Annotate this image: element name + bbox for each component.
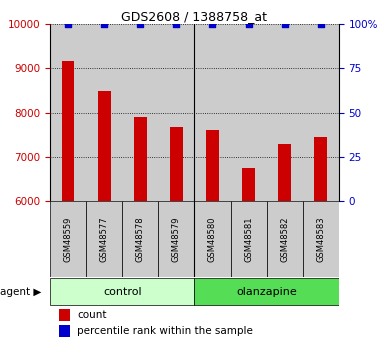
Point	[101, 21, 107, 27]
Text: agent ▶: agent ▶	[0, 287, 41, 297]
Bar	[194, 201, 231, 277]
Bar	[50, 278, 194, 305]
Bar	[59, 325, 70, 336]
Text: GSM48580: GSM48580	[208, 216, 217, 262]
Text: control: control	[103, 287, 142, 297]
Point	[209, 21, 216, 27]
Text: GSM48583: GSM48583	[316, 216, 325, 262]
Bar	[134, 117, 147, 201]
Bar	[315, 137, 327, 201]
Bar	[122, 24, 158, 201]
Text: percentile rank within the sample: percentile rank within the sample	[77, 326, 253, 336]
Bar	[158, 201, 194, 277]
Point	[246, 21, 252, 27]
Bar	[194, 278, 339, 305]
Title: GDS2608 / 1388758_at: GDS2608 / 1388758_at	[121, 10, 268, 23]
Text: GSM48577: GSM48577	[100, 216, 109, 262]
Bar	[50, 24, 86, 201]
Bar	[242, 168, 255, 201]
Bar	[158, 24, 194, 201]
Text: GSM48582: GSM48582	[280, 216, 289, 262]
Text: GSM48581: GSM48581	[244, 216, 253, 262]
Bar	[98, 90, 110, 201]
Bar	[170, 127, 183, 201]
Bar	[194, 24, 231, 201]
Bar	[278, 144, 291, 201]
Point	[318, 21, 324, 27]
Bar	[62, 61, 74, 201]
Bar	[86, 24, 122, 201]
Text: GSM48559: GSM48559	[64, 216, 73, 262]
Bar	[59, 309, 70, 321]
Bar	[86, 201, 122, 277]
Bar	[303, 24, 339, 201]
Point	[137, 21, 143, 27]
Point	[173, 21, 179, 27]
Point	[281, 21, 288, 27]
Point	[65, 21, 71, 27]
Bar	[303, 201, 339, 277]
Bar	[206, 130, 219, 201]
Text: olanzapine: olanzapine	[236, 287, 297, 297]
Text: count: count	[77, 310, 107, 320]
Bar	[266, 24, 303, 201]
Bar	[231, 201, 266, 277]
Bar	[266, 201, 303, 277]
Text: GSM48578: GSM48578	[136, 216, 145, 262]
Bar	[50, 201, 86, 277]
Text: GSM48579: GSM48579	[172, 216, 181, 262]
Bar	[231, 24, 266, 201]
Bar	[122, 201, 158, 277]
